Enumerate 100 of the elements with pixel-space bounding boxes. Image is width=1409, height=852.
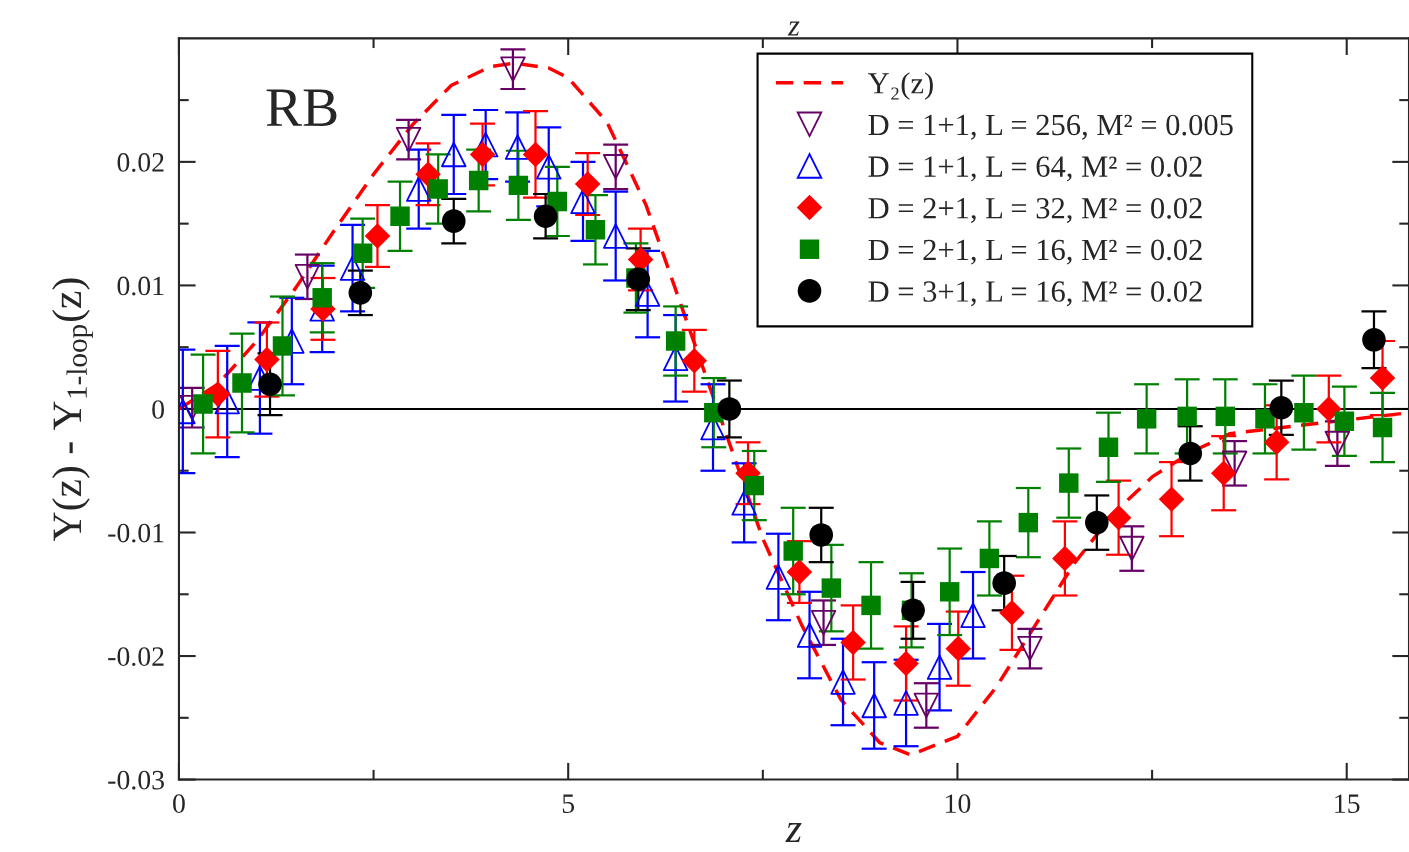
point: [796, 622, 823, 648]
point: [717, 397, 742, 421]
point: [1362, 327, 1386, 352]
point: [294, 264, 321, 290]
point: [1098, 437, 1119, 457]
point: [1017, 635, 1043, 662]
point: [786, 559, 813, 585]
point: [574, 171, 601, 197]
point: [999, 600, 1025, 626]
point: [1177, 406, 1197, 427]
point: [258, 372, 282, 397]
point: [272, 336, 293, 356]
point: [533, 204, 558, 229]
point: [926, 654, 953, 680]
point: [441, 141, 467, 168]
point: [821, 578, 842, 598]
y-tick-label: 0: [152, 400, 164, 419]
point: [500, 56, 526, 82]
point: [1294, 402, 1314, 423]
point: [585, 220, 606, 240]
point: [1369, 365, 1396, 391]
point: [1372, 417, 1393, 438]
y-tick-label: -0.01: [108, 523, 164, 543]
point: [1059, 473, 1079, 493]
point: [602, 223, 629, 249]
point: [681, 348, 708, 374]
point: [390, 206, 410, 226]
point: [348, 281, 373, 305]
point: [364, 223, 391, 249]
x-axis-title: z: [785, 822, 802, 843]
point: [731, 490, 757, 516]
point: [1136, 409, 1157, 429]
point: [522, 141, 549, 168]
point: [830, 669, 856, 695]
x2-axis-title: z: [787, 21, 800, 36]
legend-label: D = 2+1, L = 32, M² = 0.02: [868, 197, 1202, 223]
point: [1105, 504, 1132, 531]
point: [395, 126, 422, 153]
point: [254, 346, 280, 373]
x-tick-label: 15: [1335, 794, 1360, 814]
point: [441, 209, 466, 233]
point: [1178, 441, 1203, 466]
point: [570, 188, 596, 215]
point: [508, 175, 529, 196]
x-tick-label: 0: [173, 794, 185, 814]
point: [665, 331, 686, 351]
point: [744, 475, 764, 496]
point: [765, 564, 792, 590]
y-tick-label: 0.01: [117, 276, 164, 296]
point: [992, 571, 1016, 595]
point: [339, 255, 366, 281]
point: [1255, 409, 1275, 429]
point: [1085, 510, 1109, 535]
point: [1334, 411, 1355, 432]
point: [1119, 535, 1145, 562]
y-axis-title: Y(z) - Y$_{1-loop}$(z): [52, 278, 93, 541]
x-tick-label: 5: [562, 794, 575, 814]
point: [1210, 460, 1237, 486]
point: [312, 288, 332, 308]
point: [626, 267, 651, 292]
point: [893, 650, 919, 677]
point: [428, 179, 448, 199]
y-tick-label: 0.02: [117, 153, 164, 172]
legend-label: Y₂(z): [867, 72, 933, 100]
x-tick-label: 10: [946, 794, 971, 814]
point: [1158, 486, 1185, 512]
point: [809, 523, 834, 547]
point: [406, 176, 432, 202]
point: [840, 629, 866, 656]
point: [1018, 512, 1039, 533]
point: [193, 394, 213, 414]
point: [810, 609, 837, 636]
point: [979, 548, 1000, 569]
legend-label: D = 2+1, L = 16, M² = 0.02: [868, 239, 1202, 265]
point: [602, 154, 629, 180]
legend-label: D = 1+1, L = 256, M² = 0.005: [868, 114, 1233, 140]
point: [1324, 430, 1351, 457]
point: [232, 373, 252, 393]
point: [861, 692, 887, 719]
point: [1221, 450, 1248, 477]
point: [468, 170, 489, 191]
point: [960, 602, 986, 628]
legend-label: D = 3+1, L = 16, M² = 0.02: [868, 281, 1202, 307]
point: [634, 281, 661, 307]
point: [783, 541, 803, 561]
point: [893, 690, 919, 716]
annotation: RB: [266, 89, 337, 126]
point: [504, 134, 531, 160]
point: [939, 582, 960, 602]
y-tick-label: -0.02: [108, 647, 164, 667]
point: [861, 595, 881, 616]
point: [469, 141, 496, 168]
point: [352, 243, 373, 264]
point: [1215, 406, 1235, 427]
y-tick-label: -0.03: [108, 770, 164, 790]
point: [536, 154, 562, 180]
legend-label: D = 1+1, L = 64, M² = 0.02: [868, 156, 1202, 182]
point: [1052, 545, 1078, 572]
point: [945, 635, 972, 662]
point: [913, 692, 940, 719]
